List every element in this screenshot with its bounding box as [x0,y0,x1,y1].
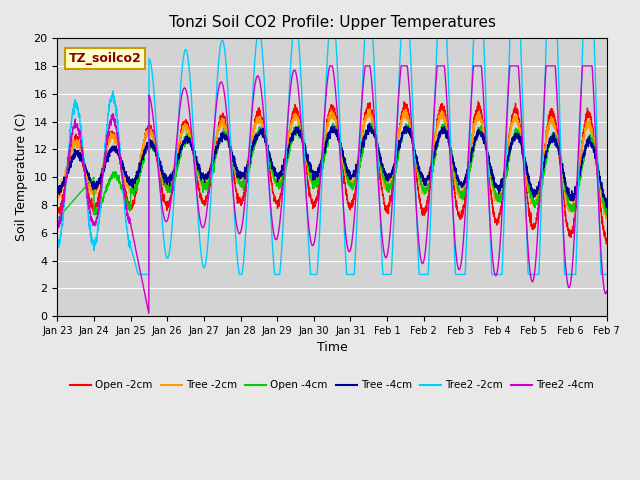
Open -2cm [54,208,61,214]
Text: TZ_soilco2: TZ_soilco2 [68,52,141,65]
Tree2 -2cm [603,272,611,277]
Open -2cm [474,99,482,105]
Tree -4cm [603,200,611,206]
Tree2 -4cm [341,227,349,233]
Tree -4cm [341,155,349,161]
Open -2cm [124,196,131,202]
Tree -2cm [366,106,374,112]
Tree -4cm [365,120,373,126]
X-axis label: Time: Time [317,341,348,354]
Open -4cm [341,167,349,172]
Open -2cm [603,241,611,247]
Open -4cm [431,158,438,164]
Tree2 -2cm [294,35,301,41]
Tree2 -4cm [54,218,61,224]
Open -2cm [603,239,611,245]
Tree2 -2cm [124,230,131,236]
Open -4cm [54,216,61,222]
Y-axis label: Soil Temperature (C): Soil Temperature (C) [15,113,28,241]
Open -4cm [406,131,414,136]
Tree2 -2cm [407,53,415,59]
Open -2cm [298,130,306,135]
Open -4cm [298,132,306,137]
Line: Tree2 -4cm: Tree2 -4cm [58,66,607,313]
Tree2 -2cm [341,247,349,252]
Title: Tonzi Soil CO2 Profile: Upper Temperatures: Tonzi Soil CO2 Profile: Upper Temperatur… [168,15,495,30]
Open -4cm [603,212,611,218]
Tree2 -4cm [431,98,438,104]
Tree -4cm [406,132,414,138]
Open -2cm [406,119,414,124]
Tree2 -4cm [294,79,301,85]
Line: Tree -2cm: Tree -2cm [58,109,607,219]
Tree -4cm [294,131,301,136]
Tree2 -4cm [145,311,153,316]
Tree -2cm [124,182,131,188]
Tree -2cm [431,137,438,143]
Line: Tree2 -2cm: Tree2 -2cm [58,38,607,275]
Tree2 -4cm [298,135,306,141]
Tree -2cm [603,211,611,216]
Tree -2cm [298,131,306,136]
Open -4cm [330,120,337,126]
Open -2cm [341,179,349,185]
Tree -4cm [124,174,131,180]
Tree2 -4cm [326,63,333,69]
Tree -2cm [406,128,414,133]
Tree -4cm [298,137,306,143]
Open -4cm [124,198,131,204]
Line: Open -2cm: Open -2cm [58,102,607,244]
Line: Tree -4cm: Tree -4cm [58,123,607,207]
Tree -2cm [294,113,301,119]
Tree -4cm [54,182,61,188]
Open -2cm [294,108,301,114]
Tree -2cm [602,216,610,222]
Tree2 -2cm [134,272,142,277]
Tree2 -4cm [603,288,611,294]
Open -4cm [294,124,301,130]
Tree2 -2cm [431,98,438,104]
Tree2 -2cm [298,103,306,108]
Tree -2cm [341,171,349,177]
Open -2cm [431,136,438,142]
Tree2 -2cm [253,35,260,41]
Tree2 -4cm [407,107,415,113]
Tree2 -2cm [54,241,61,247]
Tree -4cm [431,151,438,156]
Legend: Open -2cm, Tree -2cm, Open -4cm, Tree -4cm, Tree2 -2cm, Tree2 -4cm: Open -2cm, Tree -2cm, Open -4cm, Tree -4… [66,376,598,395]
Tree -4cm [602,204,610,210]
Tree -2cm [54,195,61,201]
Line: Open -4cm: Open -4cm [58,123,607,219]
Tree2 -4cm [124,212,131,218]
